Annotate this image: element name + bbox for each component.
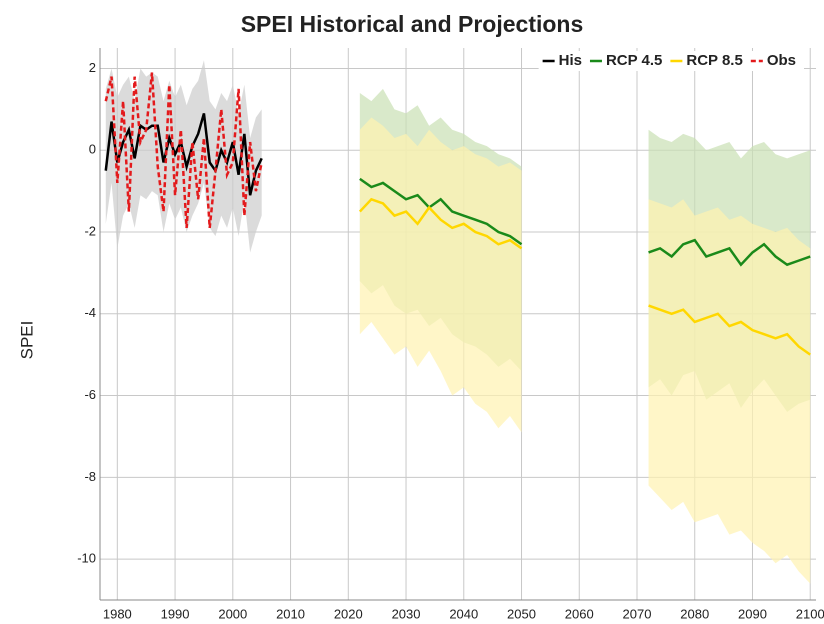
series-line <box>648 304 811 356</box>
y-tick-label: -8 <box>84 469 96 484</box>
y-tick-label: 2 <box>89 60 96 75</box>
legend-label: RCP 4.5 <box>606 52 662 69</box>
x-tick-label: 2060 <box>565 606 594 621</box>
y-tick-label: -2 <box>84 223 96 238</box>
series-line <box>358 197 523 250</box>
x-tick-label: 2080 <box>680 606 709 621</box>
legend-label: RCP 8.5 <box>686 52 742 69</box>
x-tick-label: 2090 <box>738 606 767 621</box>
y-axis-label: SPEI <box>17 321 36 360</box>
y-tick-label: -6 <box>84 387 96 402</box>
x-tick-label: 1990 <box>161 606 190 621</box>
series-line <box>359 177 523 246</box>
series-line <box>104 113 263 196</box>
x-tick-label: 2040 <box>449 606 478 621</box>
x-tick-label: 2050 <box>507 606 536 621</box>
x-tick-label: 2010 <box>276 606 305 621</box>
x-tick-label: 1980 <box>103 606 132 621</box>
chart-title: SPEI Historical and Projections <box>241 11 584 37</box>
series-line <box>104 72 263 229</box>
y-tick-label: 0 <box>89 142 96 157</box>
x-tick-label: 2070 <box>623 606 652 621</box>
legend-label: His <box>559 52 582 69</box>
y-tick-label: -4 <box>84 305 96 320</box>
legend-item: Obs <box>750 52 796 69</box>
bands <box>105 60 811 584</box>
x-tick-label: 2000 <box>218 606 247 621</box>
x-tick-label: 2020 <box>334 606 363 621</box>
y-tick-label: -10 <box>77 551 96 566</box>
legend-item: RCP 4.5 <box>589 52 662 69</box>
x-tick-label: 2100 <box>796 606 824 621</box>
legend-item: RCP 8.5 <box>670 52 743 69</box>
legend-item: His <box>542 52 582 69</box>
band <box>648 199 811 584</box>
legend-label: Obs <box>767 52 796 69</box>
lines <box>104 113 811 356</box>
x-tick-label: 2030 <box>392 606 421 621</box>
series-line <box>648 238 811 267</box>
